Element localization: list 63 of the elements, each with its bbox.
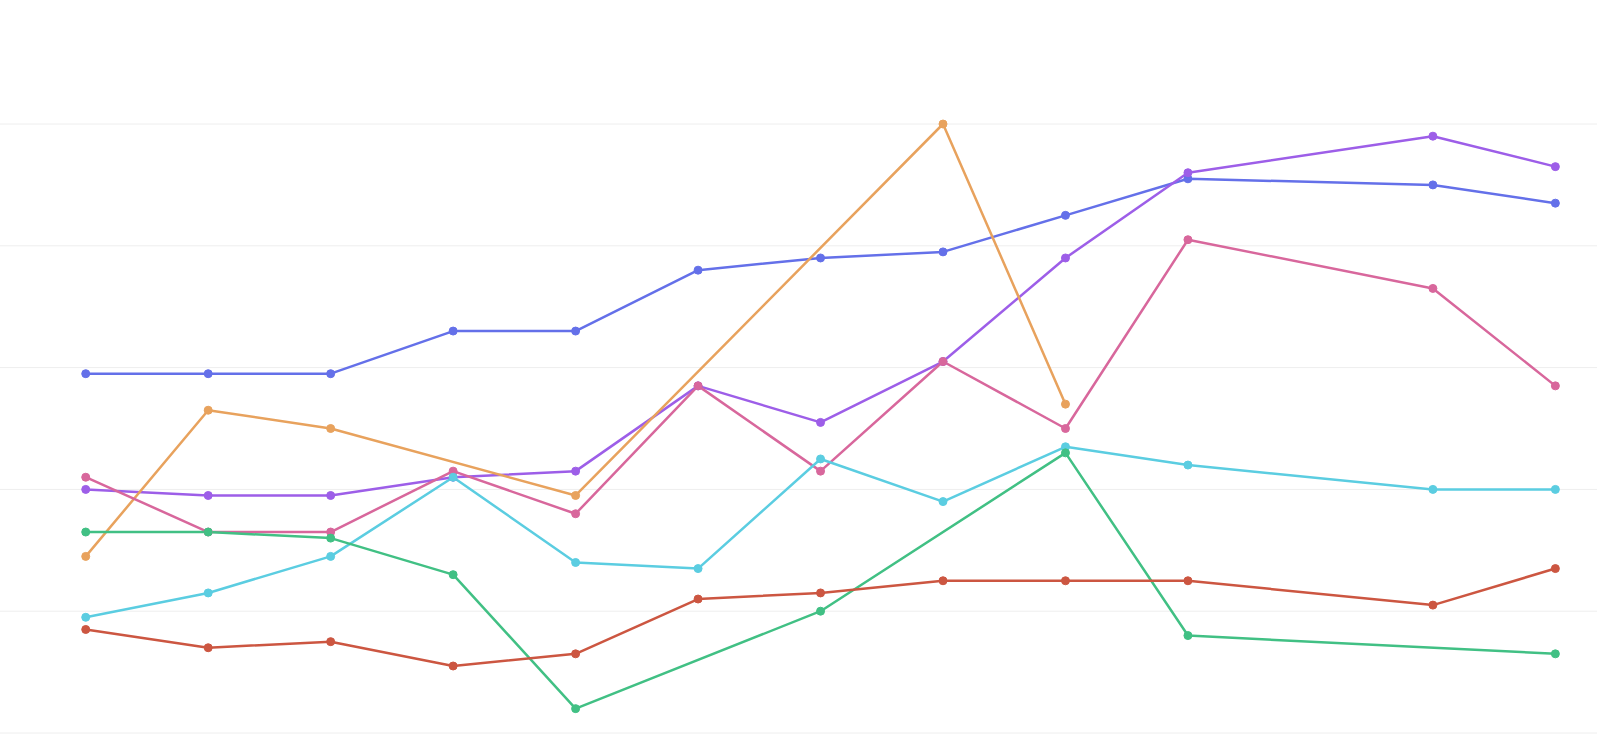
- point: [816, 606, 826, 616]
- point: [571, 509, 581, 519]
- point: [1428, 600, 1438, 610]
- point: [81, 472, 91, 482]
- point: [693, 564, 703, 574]
- point: [1060, 399, 1070, 409]
- point: [1550, 162, 1560, 172]
- point: [326, 490, 336, 500]
- point: [326, 637, 336, 647]
- point: [816, 253, 826, 263]
- point: [571, 490, 581, 500]
- point: [1183, 631, 1193, 641]
- point: [816, 454, 826, 464]
- point: [203, 490, 213, 500]
- point: [571, 466, 581, 476]
- point: [1428, 283, 1438, 293]
- point: [326, 369, 336, 379]
- point: [938, 119, 948, 129]
- point: [81, 369, 91, 379]
- point: [326, 551, 336, 561]
- point: [1060, 576, 1070, 586]
- point: [1060, 424, 1070, 433]
- point: [693, 265, 703, 275]
- point: [1183, 576, 1193, 586]
- point: [938, 576, 948, 586]
- point: [1060, 253, 1070, 263]
- point: [571, 649, 581, 659]
- point: [693, 594, 703, 604]
- point: [81, 612, 91, 622]
- point: [1183, 460, 1193, 470]
- point: [1428, 131, 1438, 141]
- point: [1060, 210, 1070, 220]
- point: [1550, 484, 1560, 494]
- point: [81, 624, 91, 634]
- point: [448, 570, 458, 580]
- point: [203, 369, 213, 379]
- point: [81, 527, 91, 537]
- point: [81, 484, 91, 494]
- point: [1550, 564, 1560, 574]
- point: [203, 405, 213, 415]
- point: [326, 424, 336, 433]
- point: [571, 704, 581, 714]
- point: [938, 497, 948, 507]
- point: [81, 551, 91, 561]
- point: [448, 661, 458, 671]
- point: [816, 466, 826, 476]
- point: [1550, 381, 1560, 391]
- point: [1428, 180, 1438, 190]
- point: [326, 533, 336, 543]
- point: [816, 588, 826, 598]
- point: [571, 326, 581, 336]
- point: [938, 247, 948, 257]
- point: [1550, 649, 1560, 659]
- point: [1428, 484, 1438, 494]
- point: [448, 326, 458, 336]
- point: [1183, 235, 1193, 245]
- point: [1183, 168, 1193, 178]
- point: [571, 557, 581, 567]
- point: [203, 643, 213, 653]
- point: [1060, 448, 1070, 458]
- point: [1550, 198, 1560, 208]
- point: [203, 588, 213, 598]
- point: [816, 417, 826, 427]
